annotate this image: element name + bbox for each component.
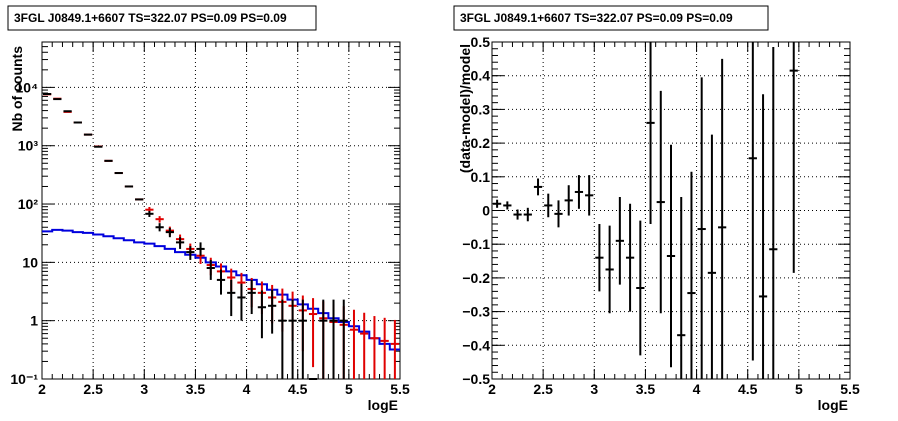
residual-point	[666, 144, 676, 368]
residual-point	[789, 42, 798, 273]
residual-point	[758, 94, 768, 379]
y-tick-label: 10	[22, 254, 38, 270]
y-tick-label: 10⁴	[16, 79, 39, 95]
data-point	[257, 290, 267, 339]
residual-point	[677, 197, 686, 379]
spectrum-panel: 3FGL J0849.1+6607 TS=322.07 PS=0.09 PS=0…	[7, 5, 410, 413]
residual-point	[574, 175, 584, 209]
x-tick-label: 5	[795, 381, 803, 397]
residual-point	[656, 90, 665, 314]
x-tick-label: 4	[243, 381, 251, 397]
residual-point	[718, 58, 727, 379]
data-point	[155, 223, 164, 232]
residual-point	[625, 203, 635, 312]
x-tick-label: 3.5	[186, 381, 206, 397]
residual-point	[503, 201, 512, 210]
x-tick-label: 3.5	[636, 381, 656, 397]
data-point	[329, 299, 338, 379]
y-tick-label: 0	[482, 203, 490, 219]
y-tick-label: 10³	[18, 138, 39, 154]
y-tick-label: 10²	[18, 196, 39, 212]
y-tick-label: 10⁻¹	[10, 371, 38, 387]
residual-point	[544, 193, 553, 218]
data-point	[175, 237, 185, 249]
model-point	[349, 309, 359, 379]
x-tick-label: 2	[488, 381, 496, 397]
data-point	[278, 299, 287, 379]
residual-point	[646, 42, 655, 224]
x-tick-label: 4.5	[288, 381, 308, 397]
model-point	[390, 319, 399, 379]
data-point	[165, 227, 174, 238]
data-point	[319, 299, 328, 379]
y-tick-label: −0.5	[462, 371, 490, 387]
y-tick-label: −0.1	[462, 236, 490, 252]
residual-point	[615, 197, 624, 285]
y-tick-label: 1	[30, 313, 38, 329]
model-point	[360, 312, 369, 379]
x-tick-label: 4.5	[738, 381, 758, 397]
y-tick-label: 0.4	[471, 68, 491, 84]
data-point	[339, 299, 348, 379]
chart-title: 3FGL J0849.1+6607 TS=322.07 PS=0.09 PS=0…	[14, 11, 287, 25]
residual-point	[513, 209, 522, 220]
residual-point	[523, 207, 532, 222]
y-axis-title: Nb of counts	[9, 46, 25, 132]
residual-point	[748, 42, 757, 361]
y-tick-label: −0.3	[462, 304, 490, 320]
residual-point	[605, 225, 614, 314]
y-tick-label: −0.4	[462, 337, 490, 353]
chart-title: 3FGL J0849.1+6607 TS=322.07 PS=0.09 PS=0…	[460, 11, 733, 25]
x-tick-label: 2	[38, 381, 46, 397]
residual-point	[595, 223, 604, 292]
residual-point	[585, 175, 594, 216]
residual-point	[697, 77, 706, 379]
residual-point	[493, 199, 502, 208]
data-point	[196, 242, 205, 256]
model-point	[370, 316, 379, 379]
data-point	[145, 210, 154, 217]
data-point	[227, 279, 236, 317]
chart-title-box	[453, 5, 769, 31]
residual-point	[564, 185, 573, 216]
x-tick-label: 4	[693, 381, 701, 397]
residual-panel: 3FGL J0849.1+6607 TS=322.07 PS=0.09 PS=0…	[453, 5, 860, 413]
y-tick-label: 0.1	[471, 169, 491, 185]
plot-frame	[41, 41, 401, 380]
x-tick-label: 5.5	[390, 381, 410, 397]
x-tick-label: 3	[140, 381, 148, 397]
x-tick-label: 5	[345, 381, 353, 397]
x-axis-title: logE	[818, 397, 848, 413]
residual-point	[636, 220, 645, 356]
model-point	[308, 298, 318, 368]
chart-title-box	[7, 5, 317, 31]
data-point	[288, 299, 297, 379]
data-point	[186, 246, 195, 260]
residual-point	[533, 178, 543, 196]
x-tick-label: 5.5	[840, 381, 860, 397]
data-point	[247, 279, 256, 315]
residual-point	[707, 134, 717, 379]
y-axis-title: (data-model)/model	[457, 44, 473, 173]
y-tick-label: 0.3	[471, 101, 491, 117]
x-tick-label: 3	[590, 381, 598, 397]
x-tick-label: 2.5	[533, 381, 553, 397]
y-tick-label: −0.2	[462, 270, 490, 286]
residual-point	[687, 171, 696, 379]
x-axis-title: logE	[368, 397, 398, 413]
y-tick-label: 0.2	[471, 135, 491, 151]
x-tick-label: 2.5	[83, 381, 103, 397]
data-point	[216, 269, 226, 295]
data-point	[206, 259, 215, 280]
model-point	[155, 216, 164, 223]
residual-point	[769, 47, 778, 379]
y-tick-label: 0.5	[471, 34, 491, 50]
residual-point	[554, 200, 563, 228]
data-point	[268, 289, 277, 334]
model-point	[380, 317, 389, 379]
data-point	[237, 283, 246, 321]
data-point	[298, 299, 307, 379]
